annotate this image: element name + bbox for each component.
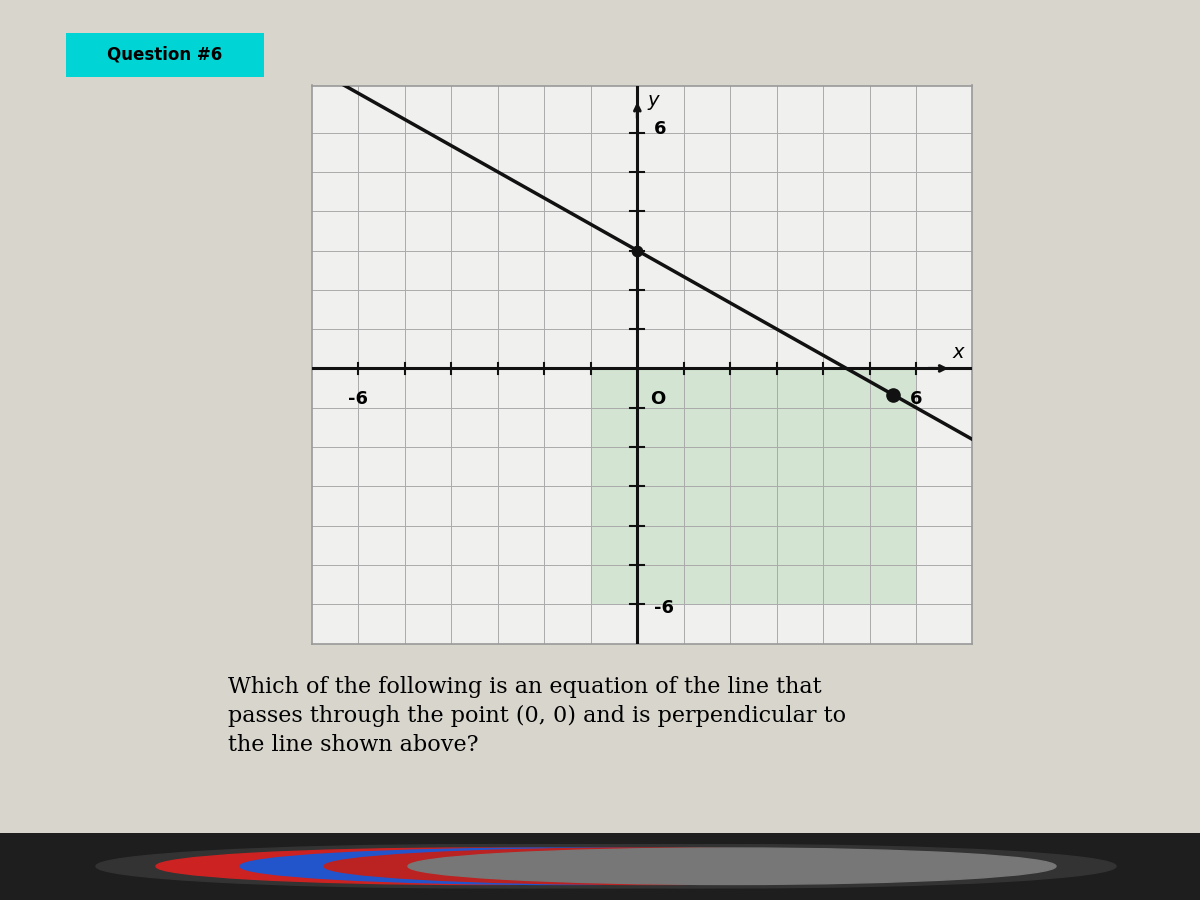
Point — [883, 387, 902, 401]
Text: x: x — [953, 343, 964, 362]
Circle shape — [264, 844, 1032, 887]
Circle shape — [348, 844, 1116, 887]
Text: -6: -6 — [348, 390, 368, 408]
Bar — [590, 368, 917, 604]
Text: 6: 6 — [910, 390, 923, 408]
Circle shape — [240, 848, 888, 885]
Circle shape — [180, 844, 948, 887]
Text: O: O — [650, 390, 666, 408]
Text: -6: -6 — [654, 599, 673, 617]
Circle shape — [96, 844, 864, 887]
Point — [628, 243, 647, 257]
Text: Which of the following is an equation of the line that
passes through the point : Which of the following is an equation of… — [228, 676, 846, 756]
Circle shape — [156, 848, 804, 885]
Circle shape — [324, 848, 972, 885]
Text: y: y — [648, 91, 659, 110]
Text: Question #6: Question #6 — [107, 46, 223, 64]
Text: 6: 6 — [654, 120, 666, 138]
Circle shape — [408, 848, 1056, 885]
